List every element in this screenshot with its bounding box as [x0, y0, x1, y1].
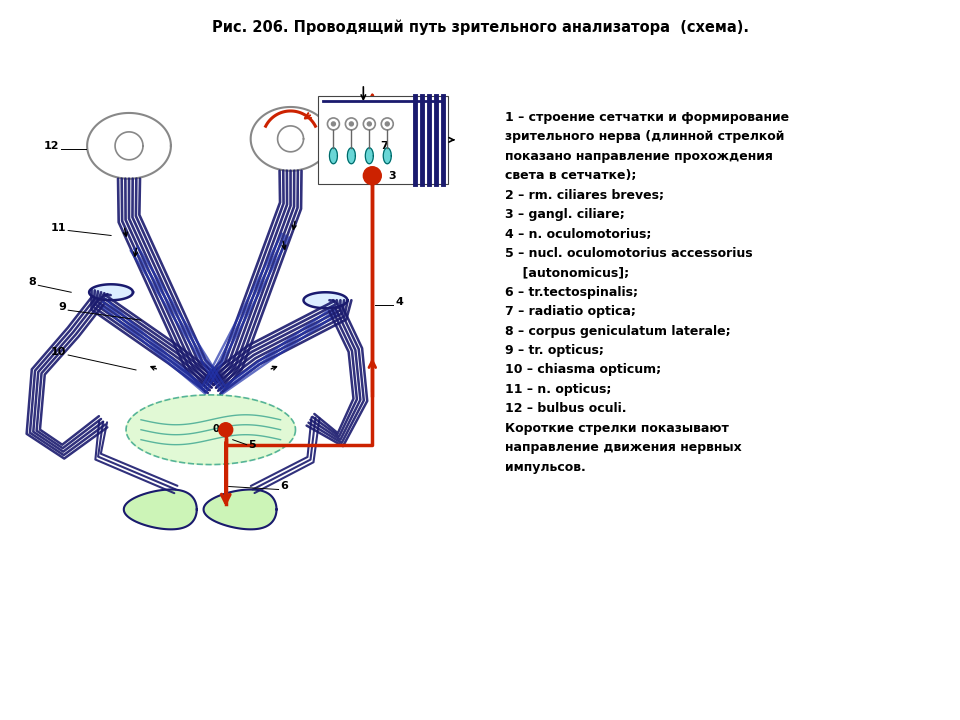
Text: импульсов.: импульсов.: [505, 461, 586, 474]
Text: 6: 6: [280, 482, 288, 492]
Text: Короткие стрелки показывают: Короткие стрелки показывают: [505, 422, 729, 435]
Text: 3 – gangl. ciliare;: 3 – gangl. ciliare;: [505, 208, 625, 221]
Text: 12 – bulbus oculi.: 12 – bulbus oculi.: [505, 402, 627, 415]
Circle shape: [363, 167, 381, 184]
Text: света в сетчатке);: света в сетчатке);: [505, 169, 636, 182]
Text: 5 – nucl. oculomotorius accessorius: 5 – nucl. oculomotorius accessorius: [505, 247, 753, 260]
Circle shape: [219, 423, 232, 437]
Text: 7: 7: [380, 141, 388, 150]
Text: Рис. 206. Проводящий путь зрительного анализатора  (схема).: Рис. 206. Проводящий путь зрительного ан…: [211, 19, 749, 35]
Circle shape: [368, 122, 372, 126]
Text: 5: 5: [249, 440, 256, 450]
Text: 4 – n. oculomotorius;: 4 – n. oculomotorius;: [505, 228, 651, 240]
Text: 7 – radiatio optica;: 7 – radiatio optica;: [505, 305, 636, 318]
Text: зрительного нерва (длинной стрелкой: зрительного нерва (длинной стрелкой: [505, 130, 784, 143]
Text: [autonomicus];: [autonomicus];: [505, 266, 629, 279]
Polygon shape: [89, 284, 133, 300]
Text: 6 – tr.tectospinalis;: 6 – tr.tectospinalis;: [505, 286, 638, 299]
Text: 11: 11: [51, 222, 66, 233]
Circle shape: [331, 122, 335, 126]
Text: 4: 4: [396, 297, 403, 307]
Text: направление движения нервных: направление движения нервных: [505, 441, 742, 454]
Text: показано направление прохождения: показано направление прохождения: [505, 150, 773, 163]
Polygon shape: [366, 148, 373, 163]
Text: 9: 9: [59, 302, 66, 312]
Polygon shape: [329, 148, 337, 163]
Text: 9 – tr. opticus;: 9 – tr. opticus;: [505, 344, 604, 357]
Text: 1 – строение сетчатки и формирование: 1 – строение сетчатки и формирование: [505, 111, 789, 124]
Circle shape: [385, 122, 389, 126]
Text: 8 – corpus geniculatum laterale;: 8 – corpus geniculatum laterale;: [505, 325, 731, 338]
Polygon shape: [303, 292, 348, 308]
Bar: [319, 96, 448, 184]
Text: 12: 12: [44, 141, 60, 150]
Polygon shape: [124, 490, 197, 529]
Polygon shape: [126, 395, 296, 464]
Text: 3: 3: [388, 171, 396, 181]
Text: 0: 0: [212, 424, 219, 433]
Polygon shape: [204, 490, 276, 529]
Text: 11 – n. opticus;: 11 – n. opticus;: [505, 383, 612, 396]
Text: 8: 8: [29, 277, 36, 287]
Polygon shape: [348, 148, 355, 163]
Text: 10: 10: [51, 347, 66, 357]
Text: 2 – rm. ciliares breves;: 2 – rm. ciliares breves;: [505, 189, 664, 202]
Polygon shape: [383, 148, 392, 163]
Text: 10 – chiasma opticum;: 10 – chiasma opticum;: [505, 364, 661, 377]
Circle shape: [349, 122, 353, 126]
